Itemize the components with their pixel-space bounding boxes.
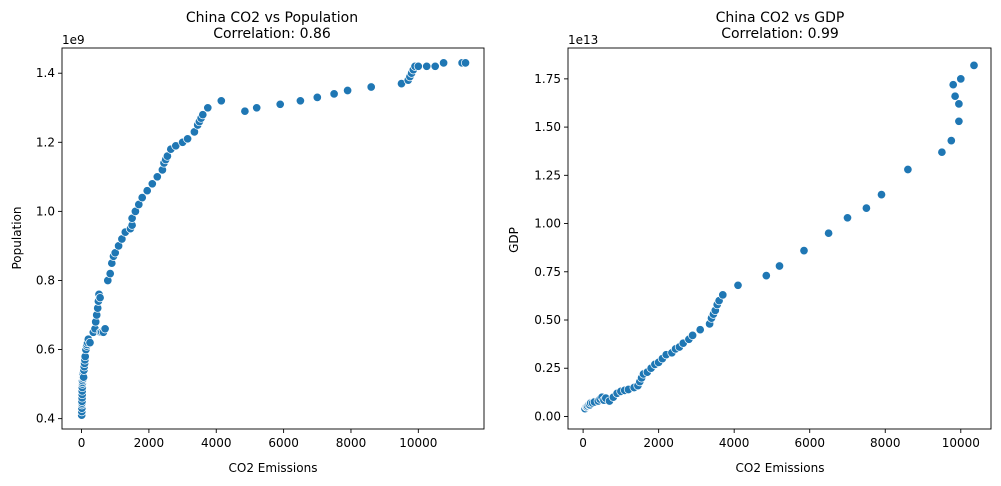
- y-tick-label: 1.00: [534, 217, 561, 231]
- data-point: [842, 213, 853, 223]
- y-tick-label: 1.25: [534, 168, 561, 182]
- y-offset-label: 1e9: [62, 33, 85, 47]
- data-point: [954, 116, 964, 126]
- data-point: [152, 172, 162, 182]
- data-point: [275, 99, 285, 109]
- data-point: [312, 92, 322, 102]
- data-point: [95, 293, 105, 303]
- data-point: [137, 193, 147, 203]
- data-point: [937, 147, 947, 157]
- data-point: [695, 325, 705, 335]
- chart-title: China CO2 vs Population: [186, 10, 358, 26]
- data-point: [147, 179, 157, 189]
- y-axis-label: GDP: [507, 227, 521, 253]
- x-tick-label: 4000: [201, 436, 232, 450]
- data-point: [183, 134, 193, 144]
- x-tick-label: 6000: [268, 436, 299, 450]
- x-tick-label: 10000: [942, 436, 980, 450]
- data-point: [761, 271, 771, 281]
- data-point: [240, 106, 250, 116]
- points-layer: [77, 58, 471, 420]
- data-point: [954, 99, 964, 109]
- x-axis-ticks: 0 2000 4000 6000 8000 10000: [78, 429, 437, 450]
- x-tick-label: 2000: [643, 436, 674, 450]
- chart-subtitle: Correlation: 0.86: [213, 26, 331, 42]
- data-point: [105, 269, 115, 279]
- y-tick-label: 0.75: [534, 265, 561, 279]
- data-point: [295, 96, 305, 106]
- data-point: [733, 280, 743, 290]
- y-axis-ticks: 0.4 0.6 0.8 1.0 1.2 1.4: [36, 66, 62, 426]
- y-tick-label: 1.2: [36, 135, 55, 149]
- data-point: [824, 228, 834, 238]
- y-tick-label: 1.0: [36, 204, 55, 218]
- data-point: [799, 246, 809, 256]
- data-point: [903, 164, 913, 175]
- data-point: [861, 203, 871, 213]
- chart-subtitle: Correlation: 0.99: [721, 26, 839, 42]
- chart-population: China CO2 vs Population Correlation: 0.8…: [10, 10, 485, 475]
- data-point: [948, 80, 958, 90]
- y-offset-label: 1e13: [568, 33, 598, 47]
- chart-title: China CO2 vs GDP: [716, 10, 845, 26]
- x-tick-label: 6000: [794, 436, 825, 450]
- x-axis-ticks: 0 2000 4000 6000 8000 10000: [579, 429, 980, 450]
- x-tick-label: 0: [579, 436, 587, 450]
- y-tick-label: 0.6: [36, 343, 55, 357]
- y-axis-ticks: 0.00 0.25 0.50 0.75 1.00 1.25 1.50 1.75: [534, 72, 568, 423]
- x-tick-label: 8000: [870, 436, 901, 450]
- data-point: [430, 61, 440, 71]
- y-axis-label: Population: [10, 206, 24, 269]
- data-point: [956, 74, 966, 84]
- data-point: [460, 58, 471, 68]
- data-point: [439, 58, 449, 68]
- plot-frame: [61, 47, 485, 430]
- data-point: [329, 89, 339, 99]
- data-point: [216, 96, 226, 106]
- data-point: [718, 290, 728, 300]
- x-tick-label: 2000: [134, 436, 165, 450]
- data-point: [198, 110, 208, 120]
- data-point: [142, 186, 152, 196]
- data-point: [688, 330, 698, 340]
- x-axis-label: CO2 Emissions: [736, 461, 825, 475]
- data-point: [969, 60, 979, 70]
- chart-gdp: China CO2 vs GDP Correlation: 0.99 1e13 …: [507, 10, 992, 475]
- data-point: [876, 190, 887, 200]
- points-layer: [580, 60, 979, 414]
- y-tick-label: 0.50: [534, 313, 561, 327]
- plot-frame: [567, 47, 992, 430]
- y-tick-label: 1.50: [534, 120, 561, 134]
- data-point: [950, 91, 960, 101]
- x-tick-label: 0: [78, 436, 86, 450]
- data-point: [366, 82, 376, 92]
- y-tick-label: 0.4: [36, 412, 55, 426]
- data-point: [252, 103, 262, 113]
- x-tick-label: 8000: [336, 436, 367, 450]
- y-tick-label: 0.00: [534, 409, 561, 423]
- data-point: [422, 61, 432, 71]
- data-point: [946, 136, 956, 146]
- data-point: [100, 324, 110, 334]
- data-point: [203, 103, 213, 113]
- data-point: [413, 61, 423, 71]
- y-tick-label: 1.4: [36, 66, 55, 80]
- y-tick-label: 0.8: [36, 273, 55, 287]
- y-tick-label: 1.75: [534, 72, 561, 86]
- x-axis-label: CO2 Emissions: [229, 461, 318, 475]
- data-point: [85, 338, 95, 348]
- data-point: [343, 85, 353, 96]
- x-tick-label: 10000: [399, 436, 437, 450]
- y-tick-label: 0.25: [534, 361, 561, 375]
- data-point: [774, 261, 785, 271]
- x-tick-label: 4000: [719, 436, 750, 450]
